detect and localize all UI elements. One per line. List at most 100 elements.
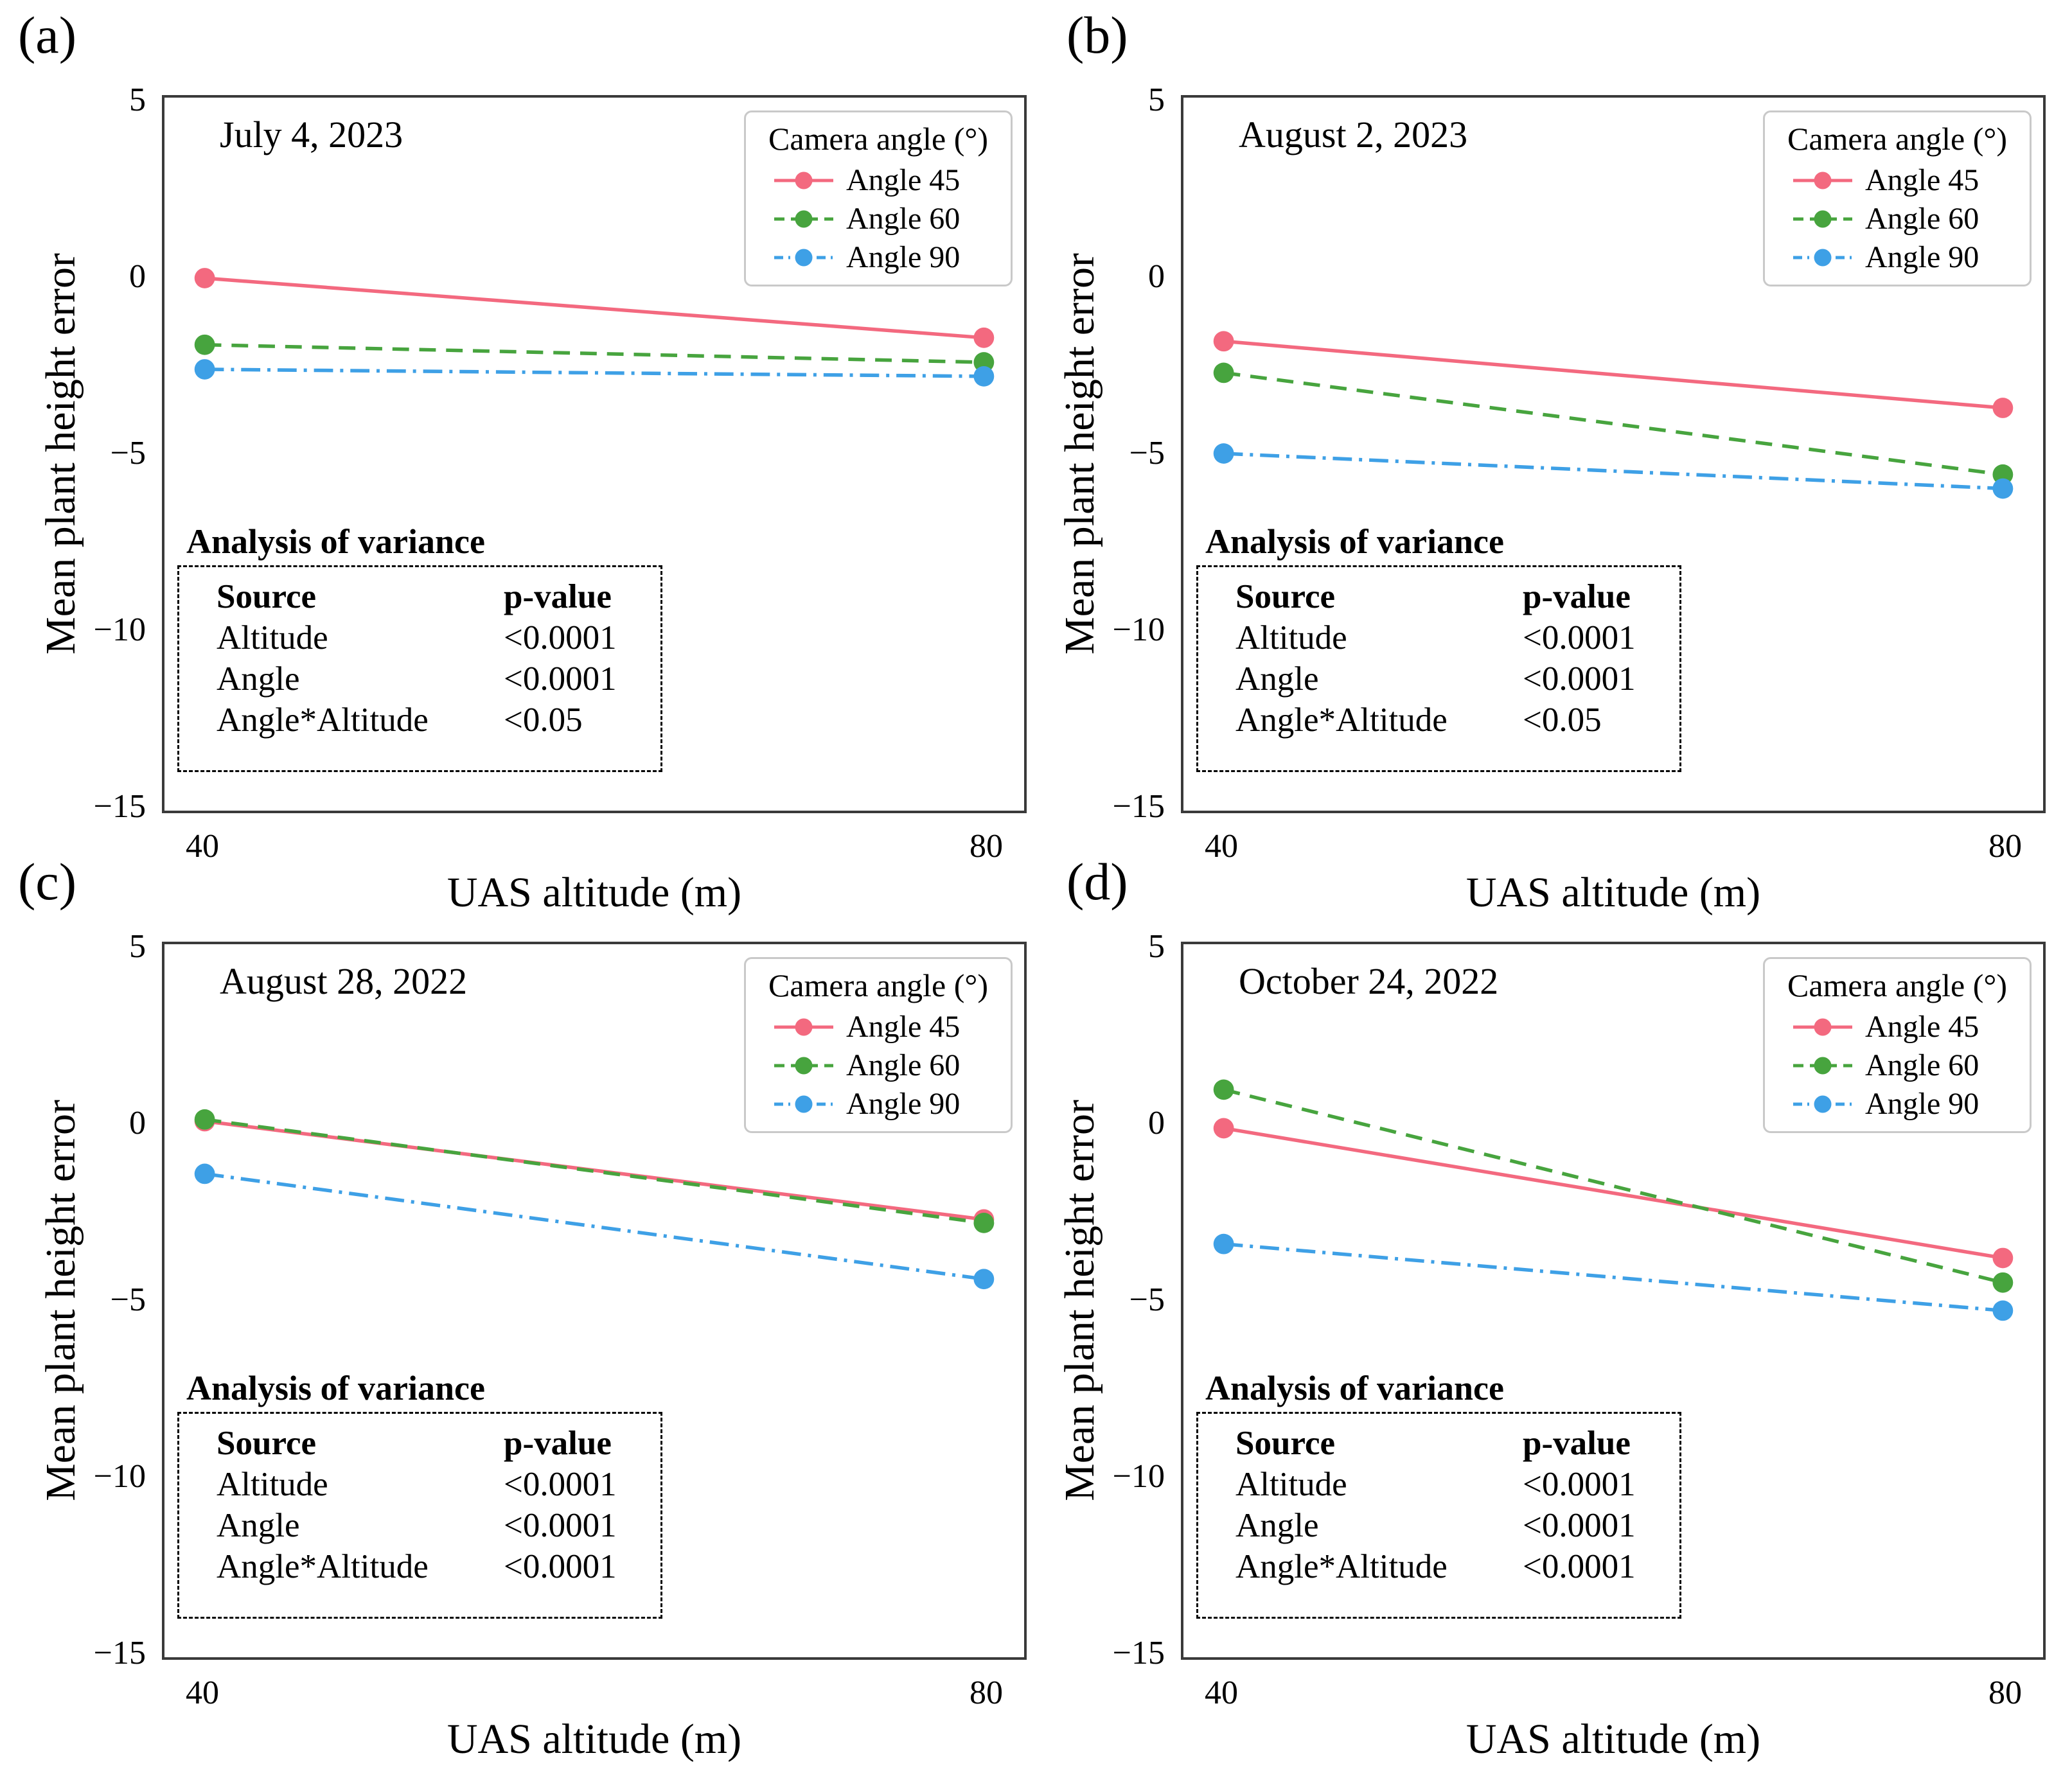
date-annotation: October 24, 2022 — [1239, 960, 1499, 1002]
anova-row-interaction: Angle*Altitude <0.05 — [179, 700, 660, 741]
legend-item-angle-45: Angle 45 — [746, 1012, 1011, 1043]
y-axis-ticks: 5 0 −5 −10 −15 — [0, 928, 146, 1671]
y-tick-label: −15 — [93, 788, 146, 825]
anova-pvalue-header: p-value — [504, 578, 612, 615]
angle-60-line-marker-icon — [1792, 1056, 1854, 1075]
y-tick-label: −10 — [1112, 612, 1165, 648]
anova-source: Altitude — [217, 1466, 328, 1503]
x-axis-label: UAS altitude (m) — [447, 869, 742, 916]
anova-source: Angle*Altitude — [1235, 1548, 1448, 1585]
data-point-marker — [1992, 398, 2014, 418]
y-tick-label: −15 — [93, 1635, 146, 1671]
anova-source: Angle — [217, 660, 300, 698]
x-tick-label: 80 — [970, 1675, 1003, 1711]
anova-pvalue: <0.0001 — [1523, 660, 1636, 698]
legend-item-angle-90: Angle 90 — [1765, 242, 2030, 273]
x-tick-label: 40 — [1205, 828, 1238, 865]
y-tick-label: −5 — [110, 435, 146, 471]
anova-pvalue: <0.0001 — [504, 1466, 617, 1503]
anova-pvalue-header: p-value — [1523, 578, 1631, 615]
data-point-marker — [194, 359, 215, 380]
panel-c: (c) Mean plant height error 5 0 −5 −10 −15 A… — [0, 847, 1036, 1763]
legend-item-angle-45: Angle 45 — [746, 165, 1011, 196]
anova-source-header: Source — [1235, 1425, 1336, 1462]
legend: Camera angle (°) Angle 45 Angle 60 Angle… — [744, 110, 1013, 286]
data-point-marker — [1213, 362, 1234, 383]
data-point-marker — [973, 352, 995, 373]
legend-item-angle-60: Angle 60 — [1765, 204, 2030, 234]
x-tick-label: 80 — [1988, 828, 2022, 865]
series-line-angle-45 — [204, 276, 984, 340]
anova-source: Angle*Altitude — [1235, 701, 1448, 739]
anova-row-altitude: Altitude <0.0001 — [179, 617, 660, 658]
x-axis-label: UAS altitude (m) — [1465, 869, 1761, 916]
date-annotation: August 28, 2022 — [220, 960, 468, 1002]
anova-pvalue: <0.05 — [1523, 701, 1602, 739]
y-tick-label: 5 — [129, 82, 146, 118]
angle-90-line-marker-icon — [1792, 248, 1854, 267]
anova-source: Angle — [1235, 1507, 1319, 1544]
anova-pvalue-header: p-value — [504, 1425, 612, 1462]
anova-heading: Analysis of variance — [1205, 522, 1504, 561]
data-point-marker — [1992, 464, 2014, 485]
y-tick-label: −10 — [93, 612, 146, 648]
angle-45-line-marker-icon — [773, 171, 835, 190]
data-point-marker — [1992, 1300, 2014, 1321]
angle-60-line-marker-icon — [1792, 209, 1854, 229]
angle-90-line-marker-icon — [773, 248, 835, 267]
y-axis-ticks: 5 0 −5 −10 −15 — [1019, 928, 1165, 1671]
anova-row-angle: Angle <0.0001 — [1198, 1505, 1679, 1546]
anova-pvalue: <0.0001 — [504, 1548, 617, 1585]
series-line-angle-60 — [1223, 371, 2003, 477]
panel-d: (d) Mean plant height error 5 0 −5 −10 −15 O… — [1019, 847, 2055, 1763]
series-line-angle-45 — [1223, 339, 2003, 410]
date-annotation: July 4, 2023 — [220, 114, 403, 155]
anova-row-angle: Angle <0.0001 — [179, 1505, 660, 1546]
anova-heading: Analysis of variance — [186, 1369, 485, 1407]
x-axis-ticks: 40 80 — [162, 1674, 1027, 1715]
angle-45-line-marker-icon — [1792, 1017, 1854, 1037]
anova-pvalue: <0.0001 — [1523, 1466, 1636, 1503]
anova-heading: Analysis of variance — [186, 522, 485, 561]
legend-label: Angle 90 — [846, 1087, 961, 1121]
legend-label: Angle 60 — [1865, 202, 1979, 236]
series-line-angle-90 — [1223, 452, 2003, 491]
x-axis-label: UAS altitude (m) — [447, 1716, 742, 1763]
legend-title: Camera angle (°) — [1787, 121, 2008, 157]
anova-source: Angle — [217, 1507, 300, 1544]
anova-row-altitude: Altitude <0.0001 — [1198, 1464, 1679, 1505]
anova-source-header: Source — [217, 1425, 317, 1462]
legend-title: Camera angle (°) — [768, 121, 989, 157]
data-point-marker — [194, 334, 215, 355]
angle-60-line-marker-icon — [773, 1056, 835, 1075]
anova-pvalue: <0.0001 — [1523, 1507, 1636, 1544]
y-tick-label: 0 — [1148, 1105, 1165, 1141]
angle-90-line-marker-icon — [1792, 1095, 1854, 1114]
panel-letter: (c) — [18, 852, 77, 911]
panel-letter: (a) — [18, 6, 77, 64]
anova-header-row: Source p-value — [1198, 1423, 1679, 1464]
y-tick-label: 5 — [1148, 928, 1165, 965]
anova-pvalue: <0.05 — [504, 701, 583, 739]
series-line-angle-60 — [204, 342, 984, 364]
legend-label: Angle 45 — [846, 1010, 961, 1044]
legend-item-angle-45: Angle 45 — [1765, 165, 2030, 196]
x-tick-label: 80 — [970, 828, 1003, 865]
line-series-canvas — [1213, 331, 2014, 499]
y-axis-ticks: 5 0 −5 −10 −15 — [1019, 82, 1165, 825]
series-line-angle-90 — [1223, 1242, 2003, 1313]
angle-45-line-marker-icon — [773, 1017, 835, 1037]
data-point-marker — [1213, 1118, 1234, 1139]
anova-pvalue: <0.0001 — [504, 619, 617, 656]
data-point-marker — [973, 327, 995, 348]
legend-item-angle-60: Angle 60 — [1765, 1050, 2030, 1081]
y-tick-label: 5 — [129, 928, 146, 965]
legend-label: Angle 45 — [1865, 163, 1979, 197]
data-point-marker — [1213, 443, 1234, 464]
anova-row-angle: Angle <0.0001 — [179, 658, 660, 700]
series-line-angle-90 — [204, 1172, 984, 1281]
anova-table: Source p-value Altitude <0.0001 Angle <0… — [177, 565, 662, 772]
legend: Camera angle (°) Angle 45 Angle 60 Angle… — [1763, 957, 2032, 1133]
anova-row-angle: Angle <0.0001 — [1198, 658, 1679, 700]
